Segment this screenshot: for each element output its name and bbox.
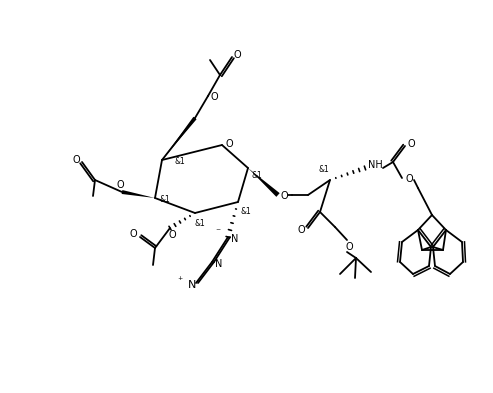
Text: N: N <box>215 259 223 269</box>
Text: &1: &1 <box>318 165 329 173</box>
Text: O: O <box>210 92 218 102</box>
Text: N: N <box>231 234 239 244</box>
Text: O: O <box>116 180 124 190</box>
Text: ⁺: ⁺ <box>177 276 182 286</box>
Text: NH: NH <box>368 160 383 170</box>
Polygon shape <box>248 168 280 197</box>
Text: O: O <box>72 155 80 165</box>
Polygon shape <box>162 117 197 160</box>
Text: &1: &1 <box>195 219 206 228</box>
Text: O: O <box>297 225 305 235</box>
Text: &1: &1 <box>241 208 251 217</box>
Text: ⁻: ⁻ <box>215 227 220 237</box>
Text: O: O <box>407 139 415 149</box>
Polygon shape <box>122 190 155 198</box>
Text: O: O <box>233 50 241 60</box>
Text: &1: &1 <box>175 158 185 167</box>
Text: O: O <box>168 230 176 240</box>
Text: O: O <box>405 174 413 184</box>
Text: &1: &1 <box>251 171 262 180</box>
Text: N: N <box>188 280 196 290</box>
Text: O: O <box>129 229 137 239</box>
Text: O: O <box>345 242 353 252</box>
Text: O: O <box>225 139 233 149</box>
Text: O: O <box>280 191 288 201</box>
Text: &1: &1 <box>160 195 171 204</box>
